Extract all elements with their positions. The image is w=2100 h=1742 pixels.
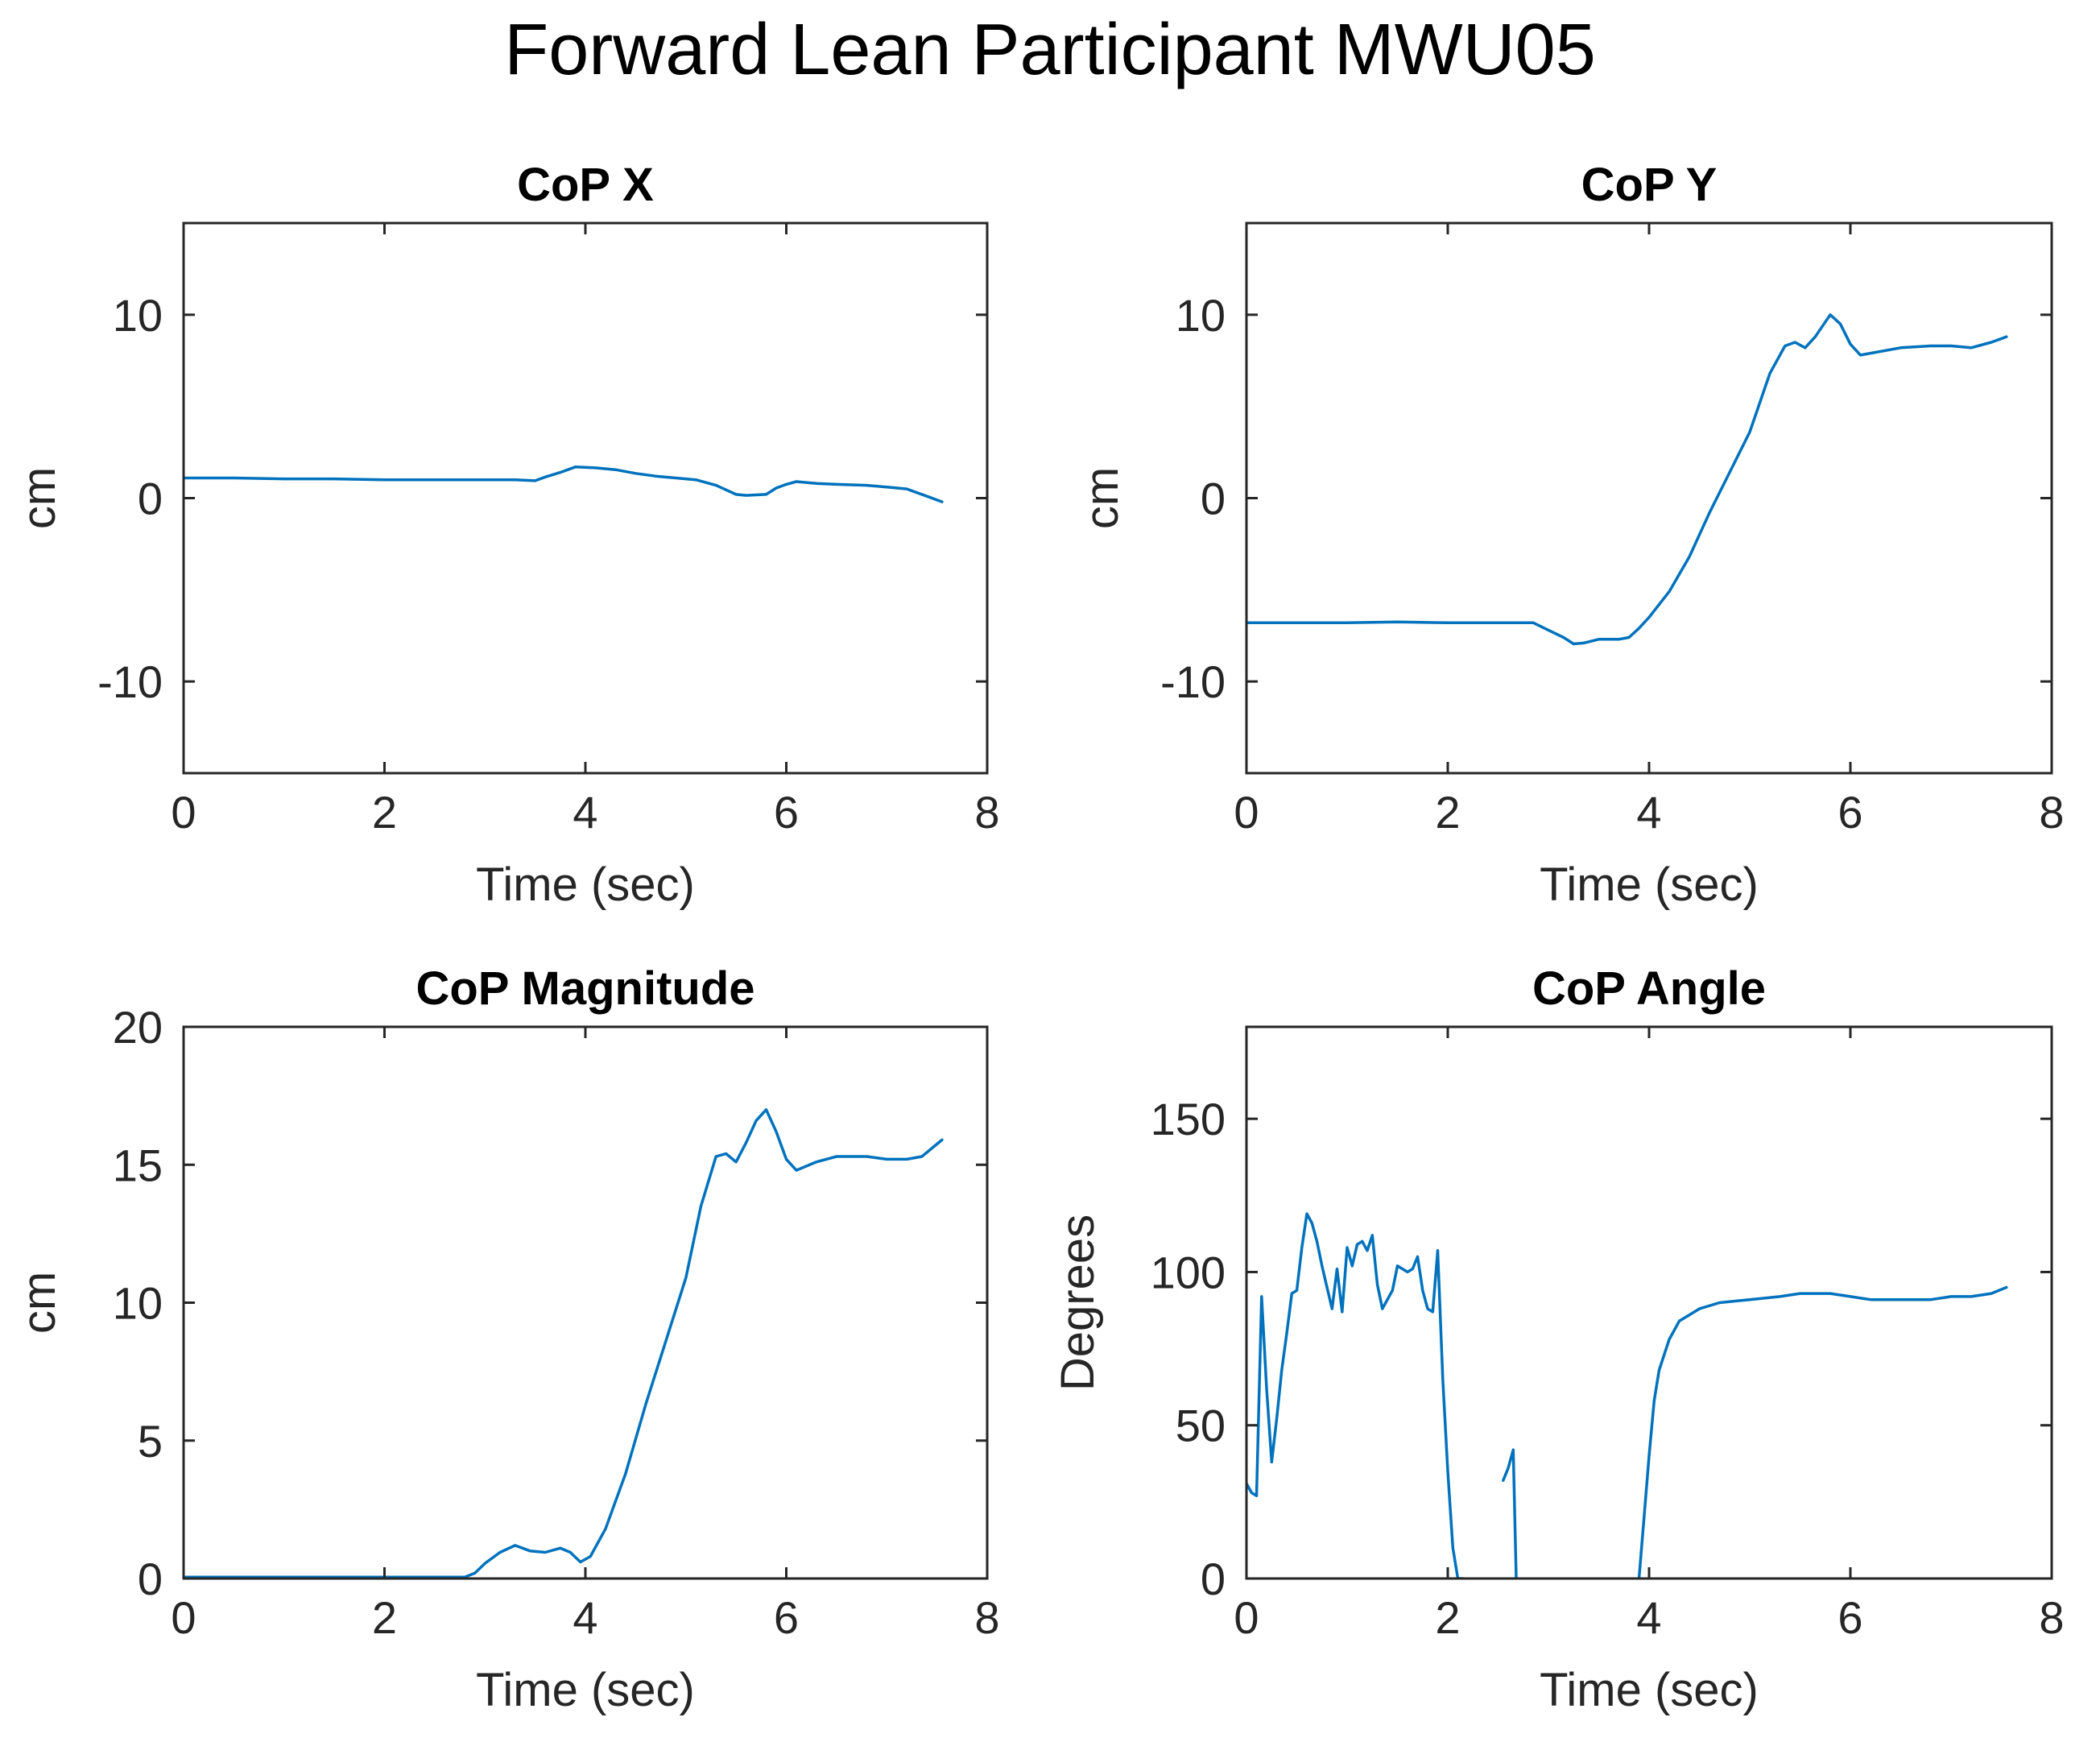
x-tick-label-cop-x: 2 (372, 787, 397, 838)
x-axis-label-cop-magnitude: Time (sec) (476, 1664, 695, 1716)
y-tick-label-cop-x: 0 (138, 474, 163, 524)
y-tick-label-cop-angle: 50 (1176, 1401, 1226, 1451)
y-tick-label-cop-y: 0 (1201, 474, 1226, 524)
subplot-title-cop-magnitude: CoP Magnitude (415, 962, 754, 1015)
x-axis-label-cop-y: Time (sec) (1540, 859, 1759, 911)
figure-title: Forward Lean Participant MWU05 (504, 10, 1596, 90)
subplot-cop-y: CoP Y 0 2 4 6 8 -10 0 10 Time (sec) cm (1076, 159, 2065, 911)
x-tick-label-cop-magnitude: 8 (974, 1592, 999, 1643)
series-line-cop-x-1 (184, 465, 944, 503)
subplot-title-cop-x: CoP X (517, 159, 654, 211)
x-tick-label-cop-angle: 8 (2039, 1592, 2064, 1643)
x-tick-label-cop-angle: 0 (1234, 1592, 1259, 1643)
subplot-title-cop-y: CoP Y (1581, 159, 1718, 211)
y-tick-label-cop-magnitude: 5 (138, 1416, 163, 1467)
x-tick-label-cop-magnitude: 0 (171, 1592, 196, 1643)
y-tick-label-cop-magnitude: 10 (113, 1278, 163, 1329)
x-tick-label-cop-x: 8 (974, 787, 999, 838)
x-tick-label-cop-y: 4 (1636, 787, 1661, 838)
y-axis-label-cop-magnitude: cm (13, 1272, 65, 1334)
x-tick-label-cop-x: 0 (171, 787, 196, 838)
x-tick-label-cop-y: 8 (2039, 787, 2064, 838)
x-tick-label-cop-angle: 6 (1838, 1592, 1862, 1643)
y-tick-label-cop-angle: 150 (1151, 1094, 1226, 1144)
x-axis-label-cop-angle: Time (sec) (1540, 1664, 1759, 1716)
x-tick-label-cop-magnitude: 2 (372, 1592, 397, 1643)
y-axis-label-cop-y: cm (1076, 467, 1128, 529)
y-tick-label-cop-angle: 100 (1151, 1247, 1226, 1297)
series-line-cop-y-1 (1246, 313, 2008, 646)
y-axis-label-cop-angle: Degrees (1052, 1214, 1104, 1391)
subplot-cop-x: CoP X 0 2 4 6 8 -10 0 10 Time (sec) cm (13, 159, 1000, 911)
subplot-title-cop-angle: CoP Angle (1532, 962, 1766, 1015)
subplot-cop-angle: CoP Angle 0 2 4 6 8 0 50 100 150 Time (sec) Degrees (1052, 962, 2065, 1716)
x-tick-label-cop-angle: 4 (1636, 1592, 1661, 1643)
y-axis-label-cop-x: cm (13, 467, 65, 529)
y-tick-label-cop-y: 10 (1176, 290, 1226, 341)
x-tick-label-cop-magnitude: 4 (573, 1592, 597, 1643)
x-tick-label-cop-magnitude: 6 (774, 1592, 799, 1643)
x-tick-label-cop-y: 2 (1435, 787, 1460, 838)
x-tick-label-cop-y: 6 (1838, 787, 1862, 838)
y-tick-label-cop-angle: 0 (1201, 1554, 1226, 1604)
series-line-cop-angle-2 (1502, 1448, 1518, 1579)
series-line-cop-angle-1 (1246, 1212, 1465, 1579)
y-tick-label-cop-magnitude: 20 (113, 1002, 163, 1053)
x-tick-label-cop-y: 0 (1234, 787, 1259, 838)
subplot-cop-magnitude: CoP Magnitude 0 2 4 6 8 0 5 10 15 20 Time (sec) cm (13, 962, 1000, 1716)
y-tick-label-cop-y: -10 (1160, 656, 1226, 707)
y-tick-label-cop-magnitude: 15 (113, 1140, 163, 1190)
x-tick-label-cop-x: 6 (774, 787, 799, 838)
y-tick-label-cop-x: -10 (97, 656, 163, 707)
subplot-grid: CoP X 0 2 4 6 8 -10 0 10 Time (sec) cm CoP Y 0 2 4 6 8 -1… (13, 159, 2065, 1716)
y-tick-label-cop-magnitude: 0 (138, 1554, 163, 1604)
x-axis-label-cop-x: Time (sec) (476, 859, 695, 911)
y-tick-label-cop-x: 10 (113, 290, 163, 341)
x-tick-label-cop-angle: 2 (1435, 1592, 1460, 1643)
series-line-cop-magnitude-1 (184, 1108, 944, 1579)
series-line-cop-angle-3 (1637, 1285, 2008, 1579)
x-tick-label-cop-x: 4 (573, 787, 597, 838)
